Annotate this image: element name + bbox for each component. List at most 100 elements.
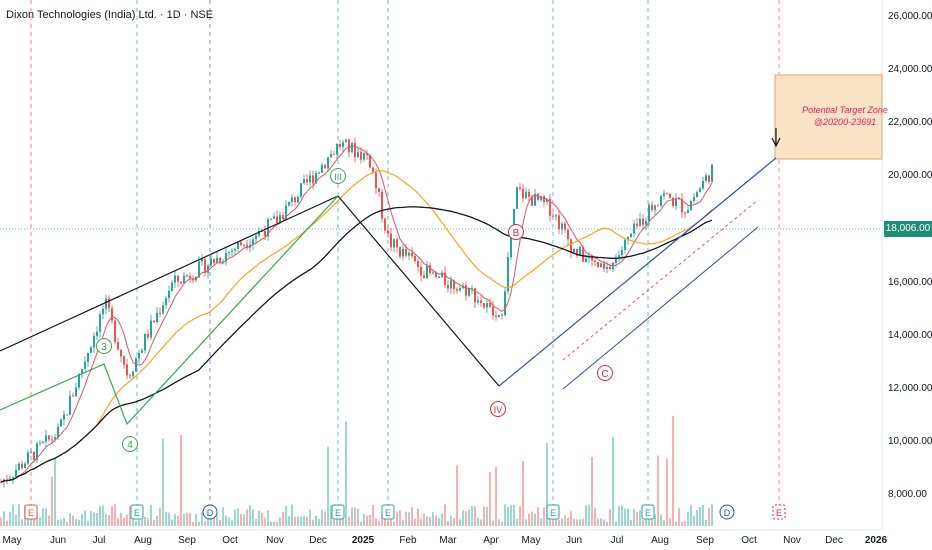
volume-bar xyxy=(510,504,512,526)
volume-bar xyxy=(513,505,515,526)
volume-bar xyxy=(546,442,548,526)
time-tick: Dec xyxy=(309,535,327,546)
volume-bar xyxy=(468,509,470,526)
volume-bar xyxy=(681,521,683,526)
price-tick: 14,000.00 xyxy=(888,330,932,341)
candle xyxy=(333,150,335,155)
svg-text:3: 3 xyxy=(101,342,107,353)
volume-bar xyxy=(558,519,560,526)
candle xyxy=(300,183,302,199)
event-marker[interactable]: E xyxy=(641,504,655,520)
event-marker[interactable]: D xyxy=(719,504,735,520)
volume-bar xyxy=(660,514,662,526)
volume-bar xyxy=(489,472,491,526)
candle xyxy=(438,276,440,278)
candle xyxy=(120,349,122,363)
volume-bar xyxy=(48,515,50,526)
volume-bar xyxy=(57,519,59,526)
candle xyxy=(345,139,347,143)
candle xyxy=(78,373,80,390)
time-tick: Sep xyxy=(696,535,714,546)
volume-bar xyxy=(540,518,542,526)
event-marker[interactable]: E xyxy=(331,504,345,520)
candle xyxy=(177,275,179,288)
candle xyxy=(597,261,599,268)
volume-bar xyxy=(210,517,212,526)
wave-labels: 3 4 III IV B C xyxy=(96,168,613,452)
volume-bar xyxy=(72,515,74,526)
volume-bar xyxy=(408,512,410,526)
wave-drawings[interactable] xyxy=(0,157,777,426)
event-marker[interactable]: E xyxy=(772,504,786,520)
volume-bar xyxy=(465,511,467,526)
volume-bar xyxy=(321,509,323,526)
volume-bar xyxy=(684,520,686,526)
volume-bar xyxy=(411,507,413,526)
volume-bar xyxy=(78,520,80,526)
candle xyxy=(501,312,503,320)
volume-bar xyxy=(312,519,314,526)
volume-bar xyxy=(597,518,599,526)
candle xyxy=(75,382,77,397)
volume-bar xyxy=(522,460,524,526)
candle xyxy=(519,182,521,191)
candle xyxy=(168,285,170,303)
volume-bar xyxy=(195,514,197,526)
svg-text:E: E xyxy=(550,508,556,518)
volume-bar xyxy=(516,518,518,526)
svg-text:E: E xyxy=(385,508,391,518)
target-zone-line1: Potential Target Zone xyxy=(802,105,888,115)
candle xyxy=(129,373,131,379)
event-lines xyxy=(30,0,780,516)
volume-bar xyxy=(711,504,713,526)
volume-bar xyxy=(384,514,386,526)
candle xyxy=(171,280,173,292)
time-tick: Jun xyxy=(50,535,66,546)
event-marker[interactable]: D xyxy=(202,504,218,520)
candle xyxy=(504,287,506,317)
candle xyxy=(576,248,578,259)
volume-bar xyxy=(297,516,299,526)
time-tick: 2025 xyxy=(352,535,375,546)
svg-text:D: D xyxy=(207,508,214,518)
candle xyxy=(666,192,668,195)
event-marker[interactable]: E xyxy=(546,504,560,520)
volume-bar xyxy=(699,506,701,526)
time-tick: Nov xyxy=(266,535,284,546)
candle xyxy=(30,447,32,454)
time-tick: Jul xyxy=(611,535,624,546)
candle xyxy=(15,464,17,479)
target-zone-box[interactable] xyxy=(774,74,883,160)
volume-bar xyxy=(84,510,86,526)
volume-bar xyxy=(369,514,371,526)
candle xyxy=(99,311,101,338)
candle xyxy=(495,310,497,321)
volume-bar xyxy=(69,513,71,526)
candle xyxy=(123,355,125,369)
volume-bar xyxy=(657,455,659,526)
candle xyxy=(525,187,527,200)
candle xyxy=(231,247,233,258)
event-marker[interactable]: E xyxy=(381,504,395,520)
volume-bar xyxy=(576,519,578,526)
volume-bar xyxy=(519,506,521,526)
candle xyxy=(459,284,461,293)
candle xyxy=(681,193,683,218)
candle xyxy=(444,266,446,288)
volume-bar xyxy=(486,506,488,526)
volume-bar xyxy=(174,513,176,526)
candle xyxy=(366,149,368,160)
time-tick: 2026 xyxy=(865,535,888,546)
event-marker[interactable]: E xyxy=(24,504,38,520)
candle xyxy=(207,263,209,279)
volume-bar xyxy=(405,511,407,526)
candle xyxy=(642,214,644,230)
candle xyxy=(381,188,383,223)
candle xyxy=(138,349,140,364)
event-marker[interactable]: E xyxy=(130,504,144,520)
volume-bar xyxy=(264,517,266,526)
candle xyxy=(252,236,254,251)
volume-bar xyxy=(606,521,608,526)
